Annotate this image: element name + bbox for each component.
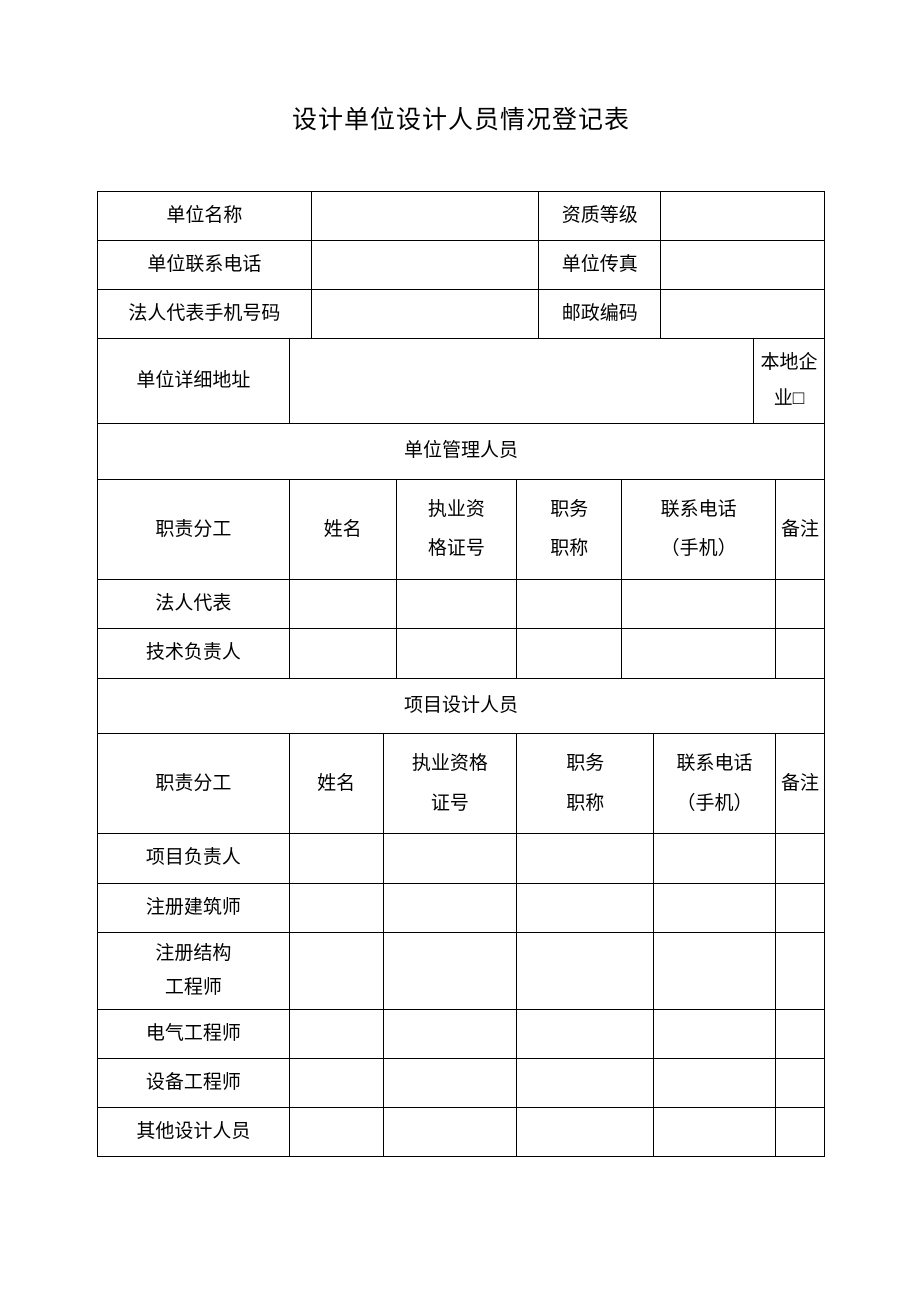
label-unit-phone: 单位联系电话 [98, 241, 312, 290]
label-postal-code: 邮政编码 [539, 290, 661, 339]
registration-table: 单位名称 资质等级 单位联系电话 单位传真 法人代表手机号码 邮政编码 单位详细… [97, 191, 825, 1157]
section1-header: 单位管理人员 [98, 424, 825, 479]
label-unit-fax: 单位传真 [539, 241, 661, 290]
s2-r6-title [517, 1108, 654, 1157]
s2-r3-cert [383, 932, 517, 1009]
s1-col-duty: 职责分工 [98, 479, 290, 580]
label-local-enterprise: 本地企业□ [754, 339, 825, 424]
s1-r1-remark [775, 580, 824, 629]
s1-r2-duty: 技术负责人 [98, 629, 290, 678]
s2-r4-phone [654, 1009, 776, 1058]
s2-col-duty: 职责分工 [98, 733, 290, 834]
s2-r5-phone [654, 1059, 776, 1108]
s2-col-cert: 执业资格 证号 [383, 733, 517, 834]
s2-r3-name [289, 932, 383, 1009]
s2-r5-title [517, 1059, 654, 1108]
s2-r6-remark [775, 1108, 824, 1157]
value-unit-fax [661, 241, 825, 290]
s2-r4-title [517, 1009, 654, 1058]
s2-r2-remark [775, 883, 824, 932]
s2-r6-cert [383, 1108, 517, 1157]
value-unit-name [311, 192, 539, 241]
s2-r1-name [289, 834, 383, 883]
value-postal-code [661, 290, 825, 339]
s2-col-title: 职务 职称 [517, 733, 654, 834]
s2-r1-cert [383, 834, 517, 883]
label-unit-address: 单位详细地址 [98, 339, 290, 424]
s2-r2-title [517, 883, 654, 932]
s2-r2-cert [383, 883, 517, 932]
page-title: 设计单位设计人员情况登记表 [97, 100, 825, 136]
s1-r1-duty: 法人代表 [98, 580, 290, 629]
label-legal-rep-mobile: 法人代表手机号码 [98, 290, 312, 339]
s1-r1-phone [622, 580, 776, 629]
s2-r4-remark [775, 1009, 824, 1058]
s1-r2-title [517, 629, 622, 678]
s1-r2-name [289, 629, 396, 678]
s2-col-remark: 备注 [775, 733, 824, 834]
s1-r2-cert [396, 629, 517, 678]
s2-r1-remark [775, 834, 824, 883]
s2-r1-title [517, 834, 654, 883]
s1-col-title: 职务 职称 [517, 479, 622, 580]
s2-r3-title [517, 932, 654, 1009]
s2-r6-phone [654, 1108, 776, 1157]
section2-header: 项目设计人员 [98, 678, 825, 733]
value-legal-rep-mobile [311, 290, 539, 339]
s1-r1-cert [396, 580, 517, 629]
s2-r4-name [289, 1009, 383, 1058]
s2-r5-duty: 设备工程师 [98, 1059, 290, 1108]
s2-r2-duty: 注册建筑师 [98, 883, 290, 932]
s2-r3-remark [775, 932, 824, 1009]
s2-r2-phone [654, 883, 776, 932]
s1-col-name: 姓名 [289, 479, 396, 580]
s2-r1-duty: 项目负责人 [98, 834, 290, 883]
label-unit-name: 单位名称 [98, 192, 312, 241]
s2-r6-name [289, 1108, 383, 1157]
s2-r5-cert [383, 1059, 517, 1108]
value-unit-phone [311, 241, 539, 290]
s2-r4-cert [383, 1009, 517, 1058]
s2-col-phone: 联系电话 （手机） [654, 733, 776, 834]
s2-r5-name [289, 1059, 383, 1108]
s2-r1-phone [654, 834, 776, 883]
s2-r4-duty: 电气工程师 [98, 1009, 290, 1058]
label-qual-level: 资质等级 [539, 192, 661, 241]
s1-r1-name [289, 580, 396, 629]
s1-col-phone: 联系电话 （手机） [622, 479, 776, 580]
s2-col-name: 姓名 [289, 733, 383, 834]
value-qual-level [661, 192, 825, 241]
s1-col-cert: 执业资 格证号 [396, 479, 517, 580]
s1-r2-phone [622, 629, 776, 678]
s1-r1-title [517, 580, 622, 629]
s2-r5-remark [775, 1059, 824, 1108]
s2-r3-duty: 注册结构 工程师 [98, 932, 290, 1009]
s1-col-remark: 备注 [775, 479, 824, 580]
s2-r6-duty: 其他设计人员 [98, 1108, 290, 1157]
value-unit-address [289, 339, 753, 424]
s1-r2-remark [775, 629, 824, 678]
s2-r2-name [289, 883, 383, 932]
s2-r3-phone [654, 932, 776, 1009]
